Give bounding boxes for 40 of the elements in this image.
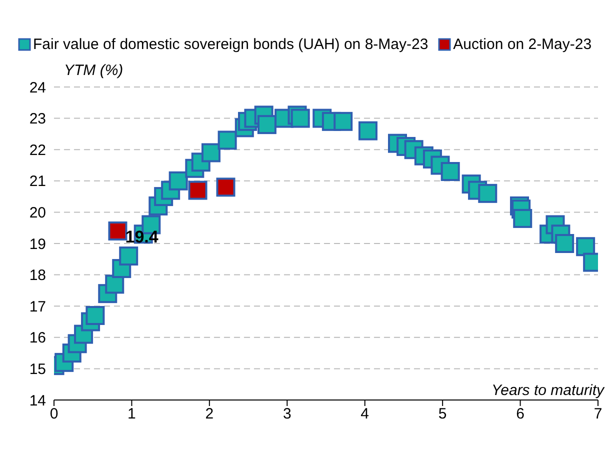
point <box>290 108 310 128</box>
y-tick-label: 18 <box>29 267 46 284</box>
y-tick-label: 14 <box>29 392 46 410</box>
point <box>168 171 188 190</box>
x-tick-label: 0 <box>50 406 58 423</box>
legend-label: Fair value of domestic sovereign bonds (UAH) on 8-May-23 <box>32 36 428 53</box>
x-tick-label: 2 <box>205 406 214 423</box>
y-tick-label: 16 <box>29 330 46 347</box>
point <box>440 162 460 182</box>
point <box>257 115 276 134</box>
x-tick-label: 5 <box>438 406 447 423</box>
point <box>188 180 208 200</box>
y-axis-title: YTM (%) <box>64 62 124 79</box>
y-tick-label: 23 <box>29 110 46 128</box>
legend-label: Auction on 2-May-23 <box>452 36 592 53</box>
x-tick-label: 6 <box>516 406 524 423</box>
point <box>108 221 128 240</box>
point <box>218 130 237 150</box>
x-tick-label: 7 <box>594 406 602 423</box>
y-tick-label: 24 <box>29 79 46 96</box>
y-tick-label: 21 <box>29 173 46 190</box>
point <box>555 234 574 253</box>
x-tick-label: 3 <box>282 406 292 423</box>
point <box>86 306 105 325</box>
x-tick-label: 4 <box>360 406 370 423</box>
point <box>334 112 353 131</box>
x-axis-title: Years to maturity <box>491 382 604 399</box>
y-tick-label: 17 <box>29 298 46 316</box>
point <box>576 237 596 256</box>
y-tick-label: 15 <box>29 361 46 378</box>
y-tick-label: 22 <box>29 142 46 159</box>
y-tick-label: 20 <box>29 204 46 222</box>
point <box>358 121 378 140</box>
x-tick-label: 1 <box>128 406 136 423</box>
point <box>119 246 138 266</box>
y-tick-label: 19 <box>29 236 46 253</box>
point <box>216 178 236 197</box>
point <box>513 208 532 228</box>
point <box>201 143 220 162</box>
point <box>478 184 498 203</box>
